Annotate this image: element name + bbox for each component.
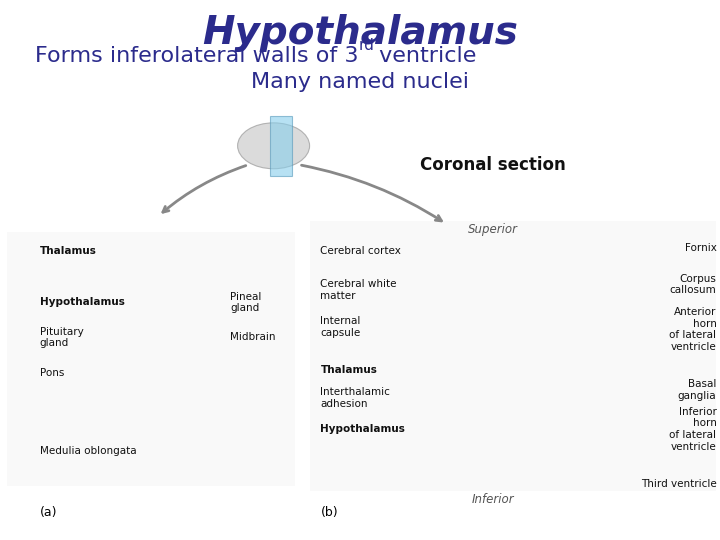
Text: Fornix: Fornix xyxy=(685,244,716,253)
Text: (b): (b) xyxy=(320,507,338,519)
Text: Inferior
horn
of lateral
ventricle: Inferior horn of lateral ventricle xyxy=(670,407,716,451)
Text: Third ventricle: Third ventricle xyxy=(641,480,716,489)
Text: Thalamus: Thalamus xyxy=(40,246,96,256)
Text: rd: rd xyxy=(359,38,375,53)
Text: ventricle: ventricle xyxy=(372,46,476,66)
Text: Internal
capsule: Internal capsule xyxy=(320,316,361,338)
Text: Medulia oblongata: Medulia oblongata xyxy=(40,446,136,456)
Text: Many named nuclei: Many named nuclei xyxy=(251,72,469,92)
Text: Midbrain: Midbrain xyxy=(230,333,276,342)
Text: Forms inferolateral walls of 3: Forms inferolateral walls of 3 xyxy=(35,46,359,66)
Text: Basal
ganglia: Basal ganglia xyxy=(678,379,716,401)
Text: Hypothalamus: Hypothalamus xyxy=(320,424,405,434)
Text: Pineal
gland: Pineal gland xyxy=(230,292,262,313)
Text: Thalamus: Thalamus xyxy=(320,365,377,375)
Text: (a): (a) xyxy=(40,507,57,519)
Text: Hypothalamus: Hypothalamus xyxy=(202,14,518,51)
Text: Coronal section: Coronal section xyxy=(420,156,566,174)
FancyBboxPatch shape xyxy=(7,232,295,486)
Text: Superior: Superior xyxy=(468,223,518,236)
Text: Pons: Pons xyxy=(40,368,64,377)
Text: Cerebral cortex: Cerebral cortex xyxy=(320,246,401,256)
Text: Interthalamic
adhesion: Interthalamic adhesion xyxy=(320,387,390,409)
Text: Pituitary
gland: Pituitary gland xyxy=(40,327,84,348)
Text: Cerebral white
matter: Cerebral white matter xyxy=(320,279,397,301)
Polygon shape xyxy=(270,116,292,176)
Text: Anterior
horn
of lateral
ventricle: Anterior horn of lateral ventricle xyxy=(670,307,716,352)
FancyBboxPatch shape xyxy=(310,221,716,491)
Text: Inferior: Inferior xyxy=(472,493,515,506)
Text: Corpus
callosum: Corpus callosum xyxy=(670,274,716,295)
Ellipse shape xyxy=(238,123,310,168)
Text: Hypothalamus: Hypothalamus xyxy=(40,298,125,307)
